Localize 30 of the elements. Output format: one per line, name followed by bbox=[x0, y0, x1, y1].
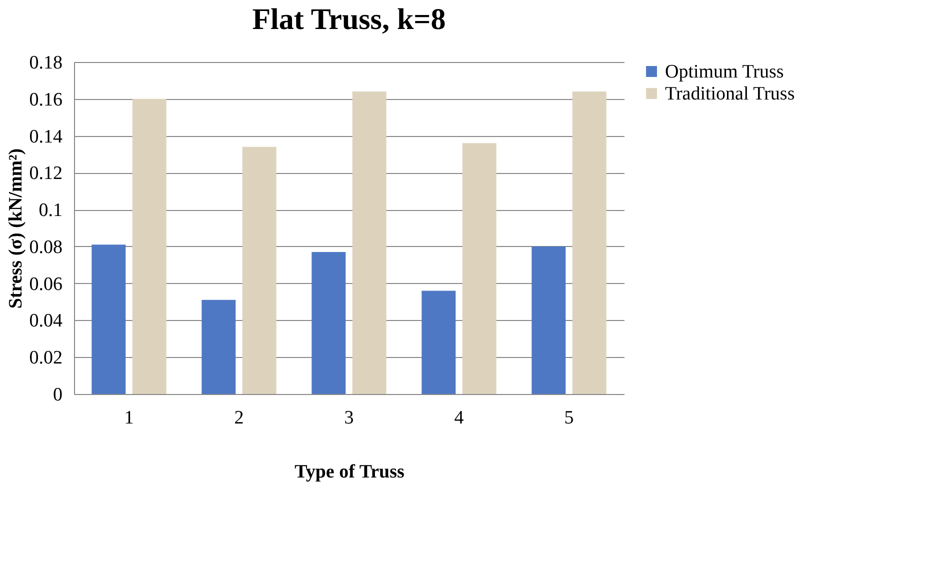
bar bbox=[532, 246, 566, 394]
x-tick-label: 1 bbox=[124, 408, 134, 428]
x-tick-label: 5 bbox=[564, 408, 574, 428]
y-tick-label: 0 bbox=[53, 384, 62, 406]
y-tick-label: 0.1 bbox=[38, 200, 62, 222]
x-tick-label: 3 bbox=[344, 408, 354, 428]
x-tick-label: 2 bbox=[234, 408, 244, 428]
bar bbox=[92, 244, 126, 394]
y-tick-label: 0.04 bbox=[29, 310, 63, 332]
x-tick-label: 4 bbox=[454, 408, 464, 428]
bar bbox=[312, 252, 346, 394]
bar bbox=[242, 146, 276, 394]
bar bbox=[202, 300, 236, 394]
y-tick-label: 0.06 bbox=[29, 274, 62, 295]
legend-label: Traditional Truss bbox=[665, 84, 795, 104]
y-tick-label: 0.02 bbox=[29, 348, 62, 369]
y-axis-title: Stress (σ) (kN/mm²) bbox=[5, 148, 26, 309]
chart-title: Flat Truss, k=8 bbox=[252, 3, 446, 36]
y-tick-label: 0.16 bbox=[29, 89, 62, 110]
x-axis-title: Type of Truss bbox=[294, 462, 404, 482]
bar bbox=[572, 92, 606, 394]
y-tick-label: 0.12 bbox=[29, 163, 62, 184]
bar bbox=[422, 290, 456, 394]
y-tick-label: 0.08 bbox=[29, 236, 62, 258]
legend-label: Optimum Truss bbox=[665, 62, 784, 82]
bar bbox=[352, 92, 386, 394]
bar bbox=[462, 143, 496, 394]
y-tick-label: 0.14 bbox=[29, 126, 63, 148]
bar bbox=[132, 98, 166, 394]
y-tick-label: 0.18 bbox=[29, 52, 62, 74]
